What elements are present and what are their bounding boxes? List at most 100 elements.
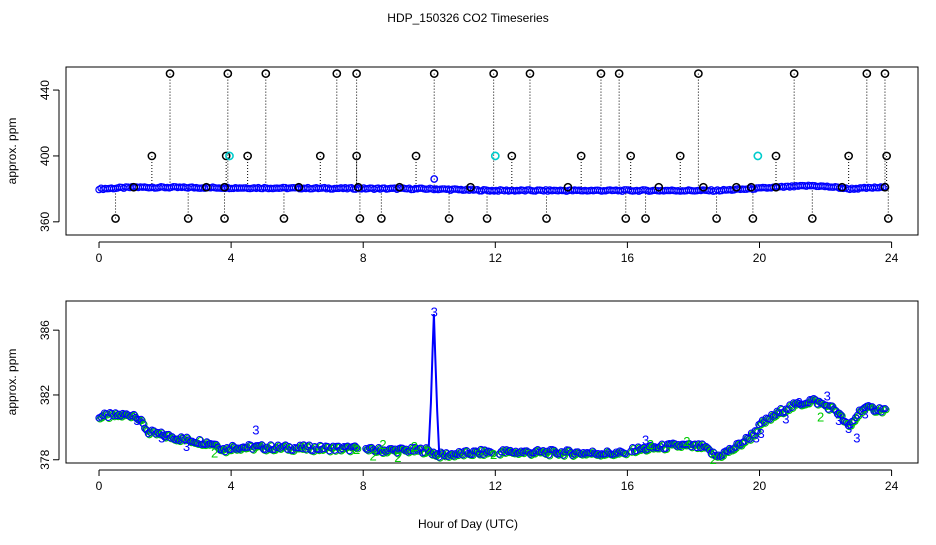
top-outlier-point [771,151,781,161]
bottom-point-label: 3 [782,411,789,426]
bottom-co2-point [716,452,725,461]
top-outlier-point [883,214,893,223]
bottom-y-tick-label: 382 [38,385,52,405]
top-y-tick-label: 360 [38,211,52,231]
bottom-point-label: 3 [835,413,842,428]
top-outlier-point [221,151,231,161]
bottom-co2-point-green [525,449,534,457]
bottom-point-label: 2 [369,449,376,464]
bottom-co2-point-green [769,411,777,420]
bottom-co2-point [526,450,535,458]
bottom-co2-point-green [476,451,484,459]
bottom-point-label: 2 [490,447,497,462]
bottom-y-axis: 378 382 386 [38,320,60,470]
bottom-co2-point [738,439,747,447]
top-x-tick-label: 24 [885,251,899,265]
top-x-tick-label: 20 [753,251,767,265]
bottom-co2-point-green [876,405,885,413]
top-flag-point [225,151,234,161]
top-outlier-point [732,182,741,192]
top-outlier-point [621,214,631,223]
bottom-co2-point-green [354,445,362,453]
bottom-co2-point [729,445,737,453]
bottom-co2-point-green [301,442,309,450]
bottom-co2-point-green [635,444,643,452]
bottom-co2-point-green [882,406,890,414]
top-panel: 0 4 8 12 16 20 24 360 400 440 approx. ppm [5,66,919,265]
top-outlier-point [837,182,847,192]
bottom-point-label: 2 [647,437,654,452]
top-outlier-point [395,182,404,192]
bottom-co2-point-green [628,448,636,456]
bottom-point-label: 3 [824,389,831,404]
top-outlier-point [489,69,499,78]
bottom-point-label: 3 [431,304,438,319]
top-outlier-point [315,151,325,161]
chart-title: HDP_150326 CO2 Timeseries [387,11,548,25]
top-outlier-point [542,214,551,223]
x-axis-label: Hour of Day (UTC) [418,517,518,531]
bottom-x-tick-label: 4 [228,479,235,493]
bottom-point-label: 2 [379,437,386,452]
top-outlier-point [429,69,439,78]
bottom-co2-point [488,449,496,457]
top-outlier-point [294,182,304,192]
top-outlier-point [466,182,475,192]
top-outlier-point [563,182,573,192]
top-outlier-point [111,214,120,223]
bottom-co2-point [769,412,778,420]
bottom-x-tick-label: 24 [885,479,899,493]
top-outlier-point [444,214,454,223]
top-x-axis: 0 4 8 12 16 20 24 [96,241,899,265]
bottom-point-label: 2 [424,444,431,459]
bottom-point-label: 3 [252,423,259,438]
bottom-co2-point [126,413,134,421]
bottom-point-label: 3 [133,413,140,428]
bottom-point-label: 2 [710,452,717,467]
bottom-point-label: 3 [845,421,852,436]
top-flag-point [490,151,500,161]
bottom-point-label: 3 [795,395,802,410]
bottom-co2-point-green [352,443,360,451]
top-flag-point [753,151,763,161]
top-x-tick-label: 0 [96,251,103,265]
bottom-co2-point-green [429,451,437,459]
top-outlier-point [353,182,363,192]
bottom-co2-point-green [662,445,671,454]
top-outlier-point [698,182,708,192]
top-outlier-point [220,214,229,223]
bottom-co2-point [791,400,800,408]
top-outlier-point [129,182,139,192]
bottom-co2-point [303,442,312,450]
bottom-co2-point [808,396,816,404]
top-outlier-point [482,214,492,223]
top-outlier-point [880,182,890,192]
bottom-x-tick-label: 20 [753,479,767,493]
bottom-point-label: 2 [683,434,690,449]
bottom-x-tick-label: 0 [96,479,103,493]
top-outlier-point [771,182,781,192]
bottom-y-tick-label: 386 [38,320,52,340]
top-outlier-point [862,69,872,78]
top-outlier-point [507,151,517,161]
top-outlier-point [641,214,650,223]
top-outlier-point [183,214,193,223]
top-outlier-point [807,214,817,223]
top-outlier-point [789,69,799,78]
top-outlier-point [675,151,685,161]
bottom-point-label: 3 [853,431,860,446]
top-x-tick-label: 12 [489,251,503,265]
top-outlier-point [165,69,175,78]
bottom-point-label: 2 [211,445,218,460]
bottom-y-axis-label: approx. ppm [5,349,19,416]
top-outlier-point [147,151,157,161]
bottom-point-label: 2 [353,442,360,457]
top-outlier-point [880,69,890,78]
top-y-tick-label: 400 [38,146,52,166]
top-outlier-point [355,214,365,223]
bottom-co2-point-green [324,443,333,452]
top-outlier-point [882,151,891,161]
top-outlier-point [261,69,271,78]
bottom-x-tick-label: 16 [621,479,635,493]
